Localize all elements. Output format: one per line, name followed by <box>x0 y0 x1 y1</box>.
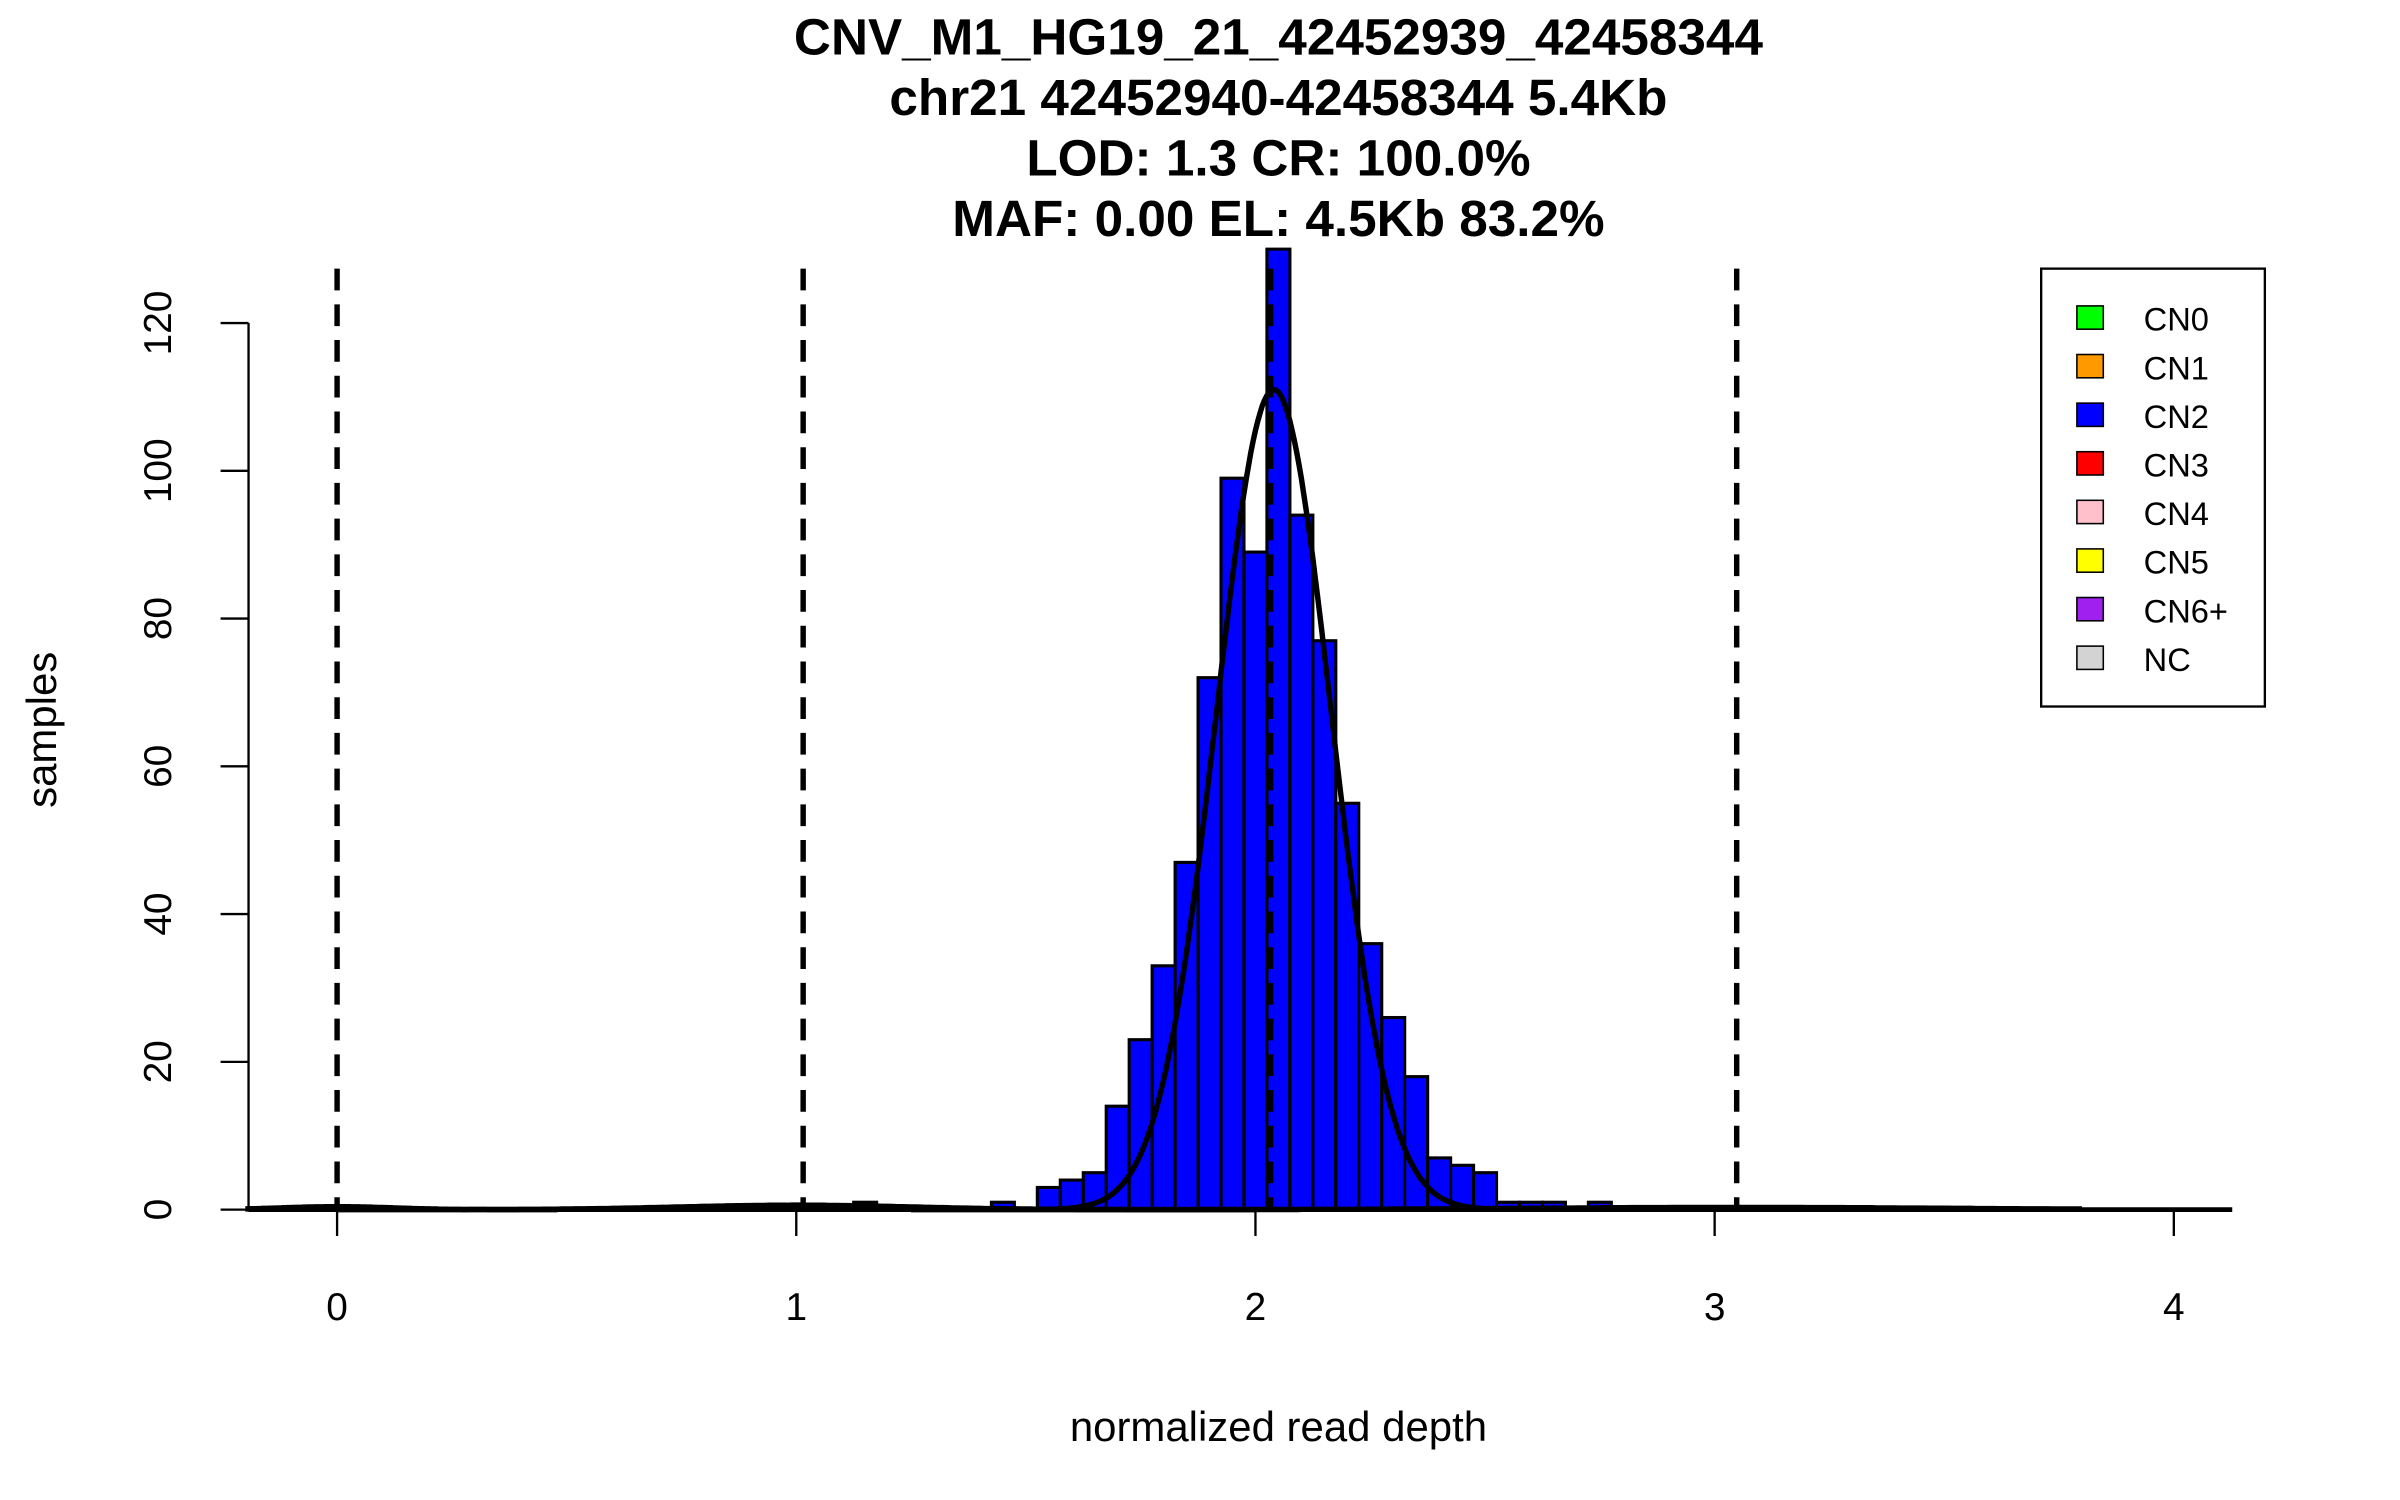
legend-swatch <box>2076 402 2105 428</box>
chart-title: CNV_M1_HG19_21_42452939_42458344 chr21 4… <box>794 8 1764 247</box>
legend-label: CN3 <box>2144 447 2209 484</box>
legend-label: CN6+ <box>2144 592 2228 629</box>
axes: 0 20 40 60 80 100 120 0 1 2 3 4 <box>137 291 2233 1329</box>
y-tick-label: 40 <box>137 893 180 936</box>
y-tick-label: 60 <box>137 745 180 788</box>
legend-swatch <box>2076 645 2105 671</box>
fit-curves <box>245 386 2083 1213</box>
legend-label: CN4 <box>2144 495 2209 532</box>
legend-label: CN2 <box>2144 398 2209 435</box>
legend: CN0 CN1 CN2 CN3 CN4 CN5 CN6+ NC <box>2040 267 2267 708</box>
x-tick-label: 1 <box>785 1286 807 1329</box>
gaussian-fit-curve <box>1044 386 1504 1213</box>
legend-label: CN1 <box>2144 349 2209 386</box>
legend-label: NC <box>2144 641 2191 678</box>
title-line-1: CNV_M1_HG19_21_42452939_42458344 <box>794 8 1764 65</box>
y-axis-label: samples <box>18 652 65 808</box>
x-axis-label: normalized read depth <box>1070 1403 1487 1450</box>
y-tick-label: 20 <box>137 1040 180 1083</box>
legend-swatch <box>2076 450 2105 476</box>
histogram-bar <box>1472 1171 1499 1212</box>
legend-label: CN0 <box>2144 301 2209 338</box>
x-tick-label: 3 <box>1704 1286 1726 1329</box>
histogram-bar <box>1127 1038 1154 1212</box>
legend-box <box>2040 267 2267 708</box>
histogram-bar <box>1403 1075 1430 1212</box>
x-tick-label: 0 <box>326 1286 348 1329</box>
x-tick-label: 2 <box>1245 1286 1267 1329</box>
legend-swatch <box>2076 596 2105 622</box>
title-line-4: MAF: 0.00 EL: 4.5Kb 83.2% <box>952 190 1604 247</box>
histogram-bar <box>1288 513 1315 1212</box>
legend-label: CN5 <box>2144 544 2209 581</box>
x-tick-label: 4 <box>2163 1286 2185 1329</box>
cutoff-lines <box>334 268 1740 1210</box>
histogram-bar <box>1357 942 1384 1212</box>
legend-swatch <box>2076 499 2105 525</box>
y-tick-label: 120 <box>137 291 180 356</box>
bars <box>852 247 1613 1212</box>
y-tick-label: 0 <box>137 1199 180 1221</box>
legend-swatch <box>2076 548 2105 573</box>
y-tick-label: 80 <box>137 597 180 640</box>
legend-swatch <box>2076 305 2105 330</box>
histogram-bar <box>1173 860 1200 1212</box>
y-tick-label: 100 <box>137 438 180 503</box>
legend-swatch <box>2076 353 2105 379</box>
histogram-bar <box>1242 550 1269 1212</box>
title-line-2: chr21 42452940-42458344 5.4Kb <box>889 69 1667 126</box>
title-line-3: LOD: 1.3 CR: 100.0% <box>1026 129 1530 186</box>
